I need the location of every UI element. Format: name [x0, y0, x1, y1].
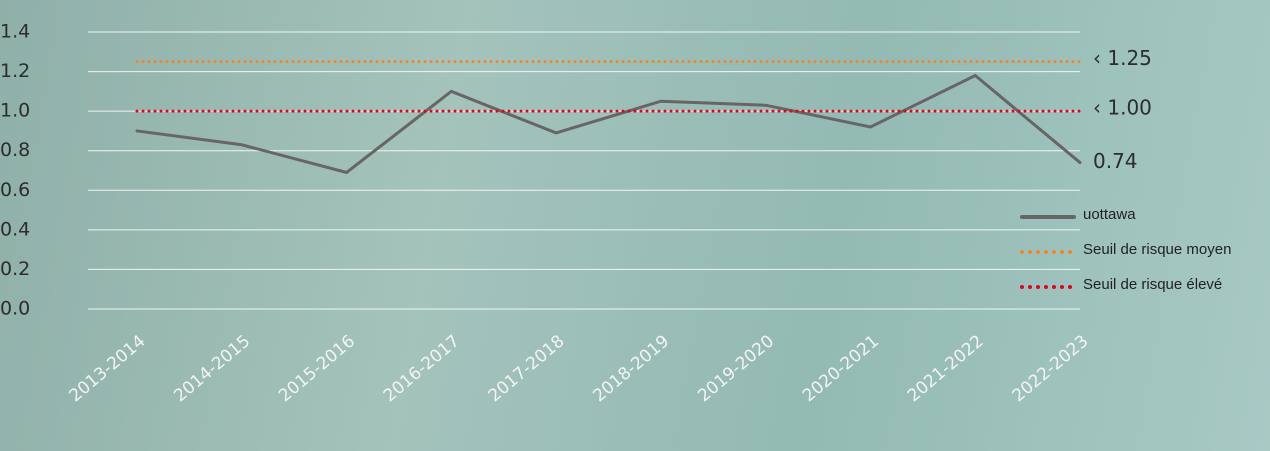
x-tick-label: 2016-2017 — [380, 331, 464, 406]
x-tick-label: 2014-2015 — [170, 331, 254, 406]
y-tick-label: 1.4 — [0, 21, 30, 43]
y-tick-label: 1.0 — [0, 100, 30, 122]
series-line — [135, 73, 1082, 175]
x-tick-label: 2017-2018 — [485, 331, 569, 406]
x-tick-label: 2018-2019 — [589, 331, 673, 406]
x-tick-label: 2022-2023 — [1009, 331, 1093, 406]
y-tick-label: 0.2 — [0, 258, 30, 280]
x-tick-label: 2015-2016 — [275, 331, 359, 406]
y-tick-label: 0.8 — [0, 139, 30, 161]
end-label: ‹ 1.25 — [1093, 46, 1152, 70]
end-label: ‹ 1.00 — [1093, 96, 1152, 120]
y-tick-label: 0.6 — [0, 179, 30, 201]
end-label: 0.74 — [1093, 149, 1138, 173]
x-tick-label: 2019-2020 — [694, 331, 778, 406]
legend-label: Seuil de risque élevé — [1083, 276, 1222, 293]
x-tick-label: 2021-2022 — [904, 331, 988, 406]
x-tick-label: 2013-2014 — [66, 331, 150, 406]
y-tick-label: 0.4 — [0, 218, 30, 240]
legend-label: uottawa — [1083, 206, 1136, 223]
x-tick-label: 2020-2021 — [799, 331, 883, 406]
y-tick-label: 1.2 — [0, 60, 30, 82]
y-tick-label: 0.0 — [0, 298, 30, 320]
legend-label: Seuil de risque moyen — [1083, 241, 1231, 258]
